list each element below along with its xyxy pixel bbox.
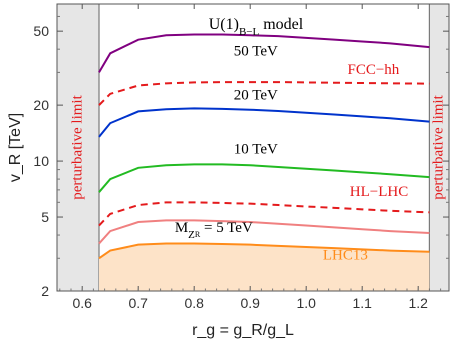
x-tick-label: 0.6: [72, 295, 92, 311]
ann-fcc: FCC−hh: [347, 62, 399, 78]
ann-10: 10 TeV: [234, 141, 278, 157]
ann-mz: MZR = 5 TeV: [175, 220, 253, 241]
series-fill-lhc13: [99, 243, 430, 291]
ann-20: 20 TeV: [234, 87, 278, 103]
excluded-region-1: [57, 4, 99, 291]
series-line-5-tev: [98, 219, 430, 245]
excluded-region-2: [429, 4, 449, 291]
x-tick-label: 1.0: [296, 295, 316, 311]
x-tick-label: 0.9: [240, 295, 260, 311]
y-axis-label: v_R [TeV]: [7, 113, 24, 182]
perturbative-limit-label-1: perturbative limit: [69, 94, 85, 199]
series-line-lhc13: [98, 242, 430, 260]
perturbative-limit-label-2: perturbative limit: [431, 94, 447, 199]
x-tick-label: 1.2: [408, 295, 428, 311]
y-tick-label: 20: [33, 97, 49, 113]
series-line-50-tev: [98, 33, 430, 73]
plot-background: [57, 4, 449, 291]
y-tick-label: 2: [41, 283, 49, 299]
plot-area: [57, 4, 449, 291]
ann-50: 50 TeV: [234, 43, 278, 59]
x-axis-label: r_g = g_R/g_L: [192, 322, 294, 339]
axes: 0.6 0.7 0.8 0.9 1.0 1.1 1.2 2 5 10 20 50 r_g = g_R/g…: [7, 3, 450, 339]
series-line-fcc-hh: [98, 81, 430, 106]
y-tick-label: 5: [41, 209, 49, 225]
plot-frame: [56, 3, 450, 292]
ann-hl: HL−LHC: [350, 184, 408, 200]
y-tick-label: 10: [33, 153, 49, 169]
x-tick-label: 0.7: [128, 295, 148, 311]
x-tick-label: 1.1: [352, 295, 372, 311]
annotations: perturbative limit perturbative limit U(1)…: [69, 16, 446, 264]
series-line-hl-lhc: [98, 201, 430, 227]
y-tick-label: 50: [33, 23, 49, 39]
ann-lhc13: LHC13: [323, 248, 368, 264]
chart-title: U(1)B−L model: [209, 16, 304, 38]
series-line-20-tev: [98, 107, 430, 138]
x-tick-label: 0.8: [184, 295, 204, 311]
series-line-10-tev: [98, 163, 430, 193]
